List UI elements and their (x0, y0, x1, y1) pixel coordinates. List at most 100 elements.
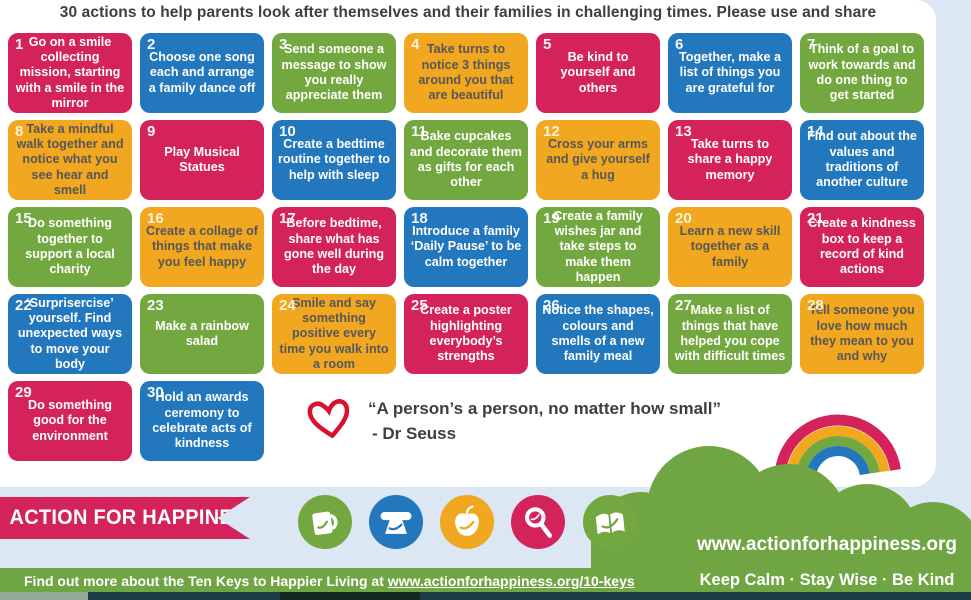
action-tile: 4 Take turns to notice 3 things around y… (404, 33, 528, 113)
bottom-strip (0, 592, 971, 600)
action-tile: 5 Be kind to yourself and others (536, 33, 660, 113)
action-text: Do something together to support a local… (25, 216, 115, 277)
cloud-icon (591, 446, 971, 592)
action-number: 23 (147, 297, 164, 314)
action-tile: 30 Hold an awards ceremony to celebrate … (140, 381, 264, 461)
action-number: 16 (147, 210, 164, 227)
action-number: 10 (279, 123, 296, 140)
action-number: 29 (15, 384, 32, 401)
action-tile: 1 Go on a smile collecting mission, star… (8, 33, 132, 113)
action-text: Introduce a family ‘Daily Pause’ to be c… (410, 223, 522, 269)
action-number: 1 (15, 36, 24, 53)
action-number: 20 (675, 210, 692, 227)
action-tile: 24 Smile and say something positive ever… (272, 294, 396, 374)
action-text: Cross your arms and give yourself a hug (546, 136, 650, 182)
action-number: 2 (147, 36, 156, 53)
tagline: Keep Calm · Stay Wise · Be Kind (699, 571, 955, 589)
action-text: Make a rainbow salad (155, 318, 249, 348)
ten-keys-link[interactable]: www.actionforhappiness.org/10-keys (387, 573, 635, 589)
action-tile: 29 Do something good for the environment (8, 381, 132, 461)
action-tile: 23 Make a rainbow salad (140, 294, 264, 374)
action-tile: 15 Do something together to support a lo… (8, 207, 132, 287)
action-text: Choose one song each and arrange a famil… (148, 49, 256, 95)
quote-block: “A person’s a person, no matter how smal… (272, 381, 924, 461)
action-text: ‘Surprisercise’ yourself. Find unexpecte… (17, 295, 123, 372)
action-number: 7 (807, 36, 816, 53)
action-number: 19 (543, 210, 560, 227)
apple-icon (440, 495, 494, 549)
action-number: 22 (15, 297, 32, 314)
mug-icon (298, 495, 352, 549)
quote-author: - Dr Seuss (372, 424, 457, 443)
action-number: 5 (543, 36, 552, 53)
poster-title: 30 actions to help parents look after th… (59, 4, 877, 21)
action-number: 8 (15, 123, 24, 140)
bottom-strip-segment (0, 592, 88, 600)
action-text: Create a family wishes jar and take step… (553, 208, 643, 285)
action-text: Play Musical Statues (164, 144, 240, 174)
action-text: Create a collage of things that make you… (146, 223, 258, 269)
action-text: Tell someone you love how much they mean… (809, 303, 915, 364)
action-tile: 12 Cross your arms and give yourself a h… (536, 120, 660, 200)
action-tile: 19 Create a family wishes jar and take s… (536, 207, 660, 287)
action-text: Take turns to share a happy memory (687, 136, 773, 182)
action-text: Make a list of things that have helped y… (674, 303, 786, 364)
action-tile: 10 Create a bedtime routine together to … (272, 120, 396, 200)
action-text: Find out about the values and traditions… (807, 129, 917, 190)
action-tile: 17 Before bedtime, share what has gone w… (272, 207, 396, 287)
phone-icon (369, 495, 423, 549)
action-number: 18 (411, 210, 428, 227)
action-text: Notice the shapes, colours and smells of… (542, 303, 654, 364)
poster-card: 30 actions to help parents look after th… (0, 0, 936, 487)
action-text: Bake cupcakes and decorate them as gifts… (410, 129, 522, 190)
action-text: Go on a smile collecting mission, starti… (15, 34, 125, 111)
brand-name: ACTION FOR HAPPINESS (9, 506, 261, 529)
action-number: 14 (807, 123, 824, 140)
action-tile: 3 Send someone a message to show you rea… (272, 33, 396, 113)
action-number: 3 (279, 36, 288, 53)
book-icon (583, 495, 637, 549)
action-tile: 6 Together, make a list of things you ar… (668, 33, 792, 113)
action-tile: 21 Create a kindness box to keep a recor… (800, 207, 924, 287)
action-text: Create a poster highlighting everybody’s… (420, 303, 512, 364)
action-tile: 27 Make a list of things that have helpe… (668, 294, 792, 374)
action-tile: 28 Tell someone you love how much they m… (800, 294, 924, 374)
action-text: Create a kindness box to keep a record o… (808, 216, 916, 277)
action-text: Smile and say something positive every t… (279, 295, 389, 372)
action-number: 4 (411, 36, 420, 53)
action-number: 26 (543, 297, 560, 314)
rainbow-cloud-graphic (591, 414, 971, 592)
action-number: 15 (15, 210, 32, 227)
action-tile: 14 Find out about the values and traditi… (800, 120, 924, 200)
action-tile: 22 ‘Surprisercise’ yourself. Find unexpe… (8, 294, 132, 374)
action-text: Take turns to notice 3 things around you… (418, 42, 514, 103)
action-text: Do something good for the environment (28, 397, 112, 443)
heart-icon (306, 396, 352, 447)
action-tile: 11 Bake cupcakes and decorate them as gi… (404, 120, 528, 200)
action-tile: 13 Take turns to share a happy memory (668, 120, 792, 200)
action-text: Create a bedtime routine together to hel… (278, 136, 390, 182)
action-tile: 25 Create a poster highlighting everybod… (404, 294, 528, 374)
find-out-more-text: Find out more about the Ten Keys to Happ… (24, 573, 635, 589)
action-text: Learn a new skill together as a family (679, 223, 781, 269)
action-tile: 2 Choose one song each and arrange a fam… (140, 33, 264, 113)
action-tile: 26 Notice the shapes, colours and smells… (536, 294, 660, 374)
action-tile: 7 Think of a goal to work towards and do… (800, 33, 924, 113)
quote-text-block: “A person’s a person, no matter how smal… (368, 396, 721, 447)
bottom-bar (0, 568, 971, 592)
action-text: Before bedtime, share what has gone well… (283, 216, 385, 277)
action-text: Together, make a list of things you are … (679, 49, 781, 95)
action-number: 11 (411, 123, 427, 140)
action-number: 12 (543, 123, 560, 140)
action-number: 24 (279, 297, 296, 314)
action-number: 27 (675, 297, 692, 314)
action-text: Be kind to yourself and others (560, 49, 636, 95)
action-text: Send someone a message to show you reall… (281, 42, 387, 103)
action-number: 9 (147, 123, 156, 140)
action-number: 30 (147, 384, 164, 401)
action-text: Think of a goal to work towards and do o… (808, 42, 916, 103)
action-number: 6 (675, 36, 684, 53)
action-text: Take a mindful walk together and notice … (16, 121, 124, 198)
action-number: 13 (675, 123, 692, 140)
magnifier-icon (511, 495, 565, 549)
